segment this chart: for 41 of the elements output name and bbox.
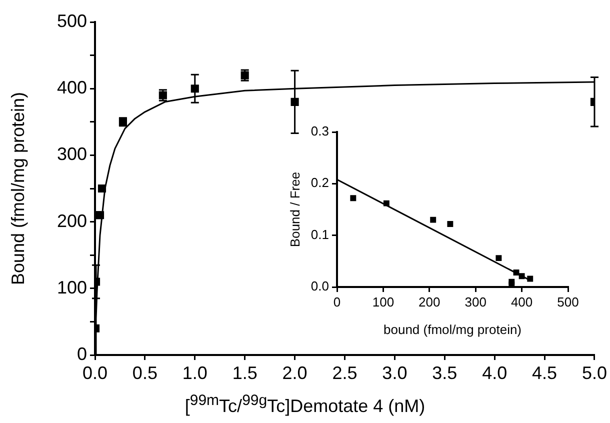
point (383, 200, 390, 206)
x-tick-label: 0 (333, 294, 341, 310)
point (513, 270, 520, 276)
point (430, 216, 436, 223)
x-tick-label: 4.0 (482, 362, 508, 383)
point (96, 211, 104, 220)
y-tick-label: 0 (76, 344, 87, 364)
y-tick-label: 0.3 (310, 124, 329, 139)
x-tick-label: 300 (464, 294, 486, 310)
x-tick-label: 500 (557, 294, 579, 310)
x-tick-label: 200 (418, 294, 440, 310)
y-axis-title: Bound / Free (287, 172, 302, 248)
x-tick-label: 4.5 (532, 362, 558, 383)
y-tick-label: 400 (56, 78, 87, 98)
y-axis-title: Bound (fmol/mg protein) (8, 92, 28, 286)
point (496, 255, 502, 262)
x-tick-label: 1.0 (182, 362, 208, 383)
y-tick-label: 300 (56, 144, 87, 164)
x-tick-label: 2.0 (282, 362, 308, 383)
y-tick-label: 0.2 (310, 175, 329, 190)
point (350, 195, 356, 202)
x-tick-label: 2.5 (332, 362, 358, 383)
point (508, 278, 515, 285)
x-tick-label: 100 (372, 294, 394, 310)
y-tick-label: 200 (56, 210, 87, 231)
y-tick-label: 0.1 (310, 226, 329, 242)
x-tick-label: 3.0 (382, 362, 408, 383)
y-tick-label: 500 (56, 10, 87, 31)
x-tick-label: 0.5 (132, 362, 158, 383)
x-tick-label: 0.0 (82, 362, 108, 383)
x-axis-title: [$^{99m}$Tc/$^{99g}$Tc]Demotate 4 (nM) (184, 392, 426, 417)
x-tick-label: 1.5 (232, 362, 258, 383)
x-tick-label: 3.5 (432, 362, 458, 383)
point (518, 273, 525, 280)
point (527, 276, 534, 282)
x-tick-label: 5.0 (582, 362, 608, 383)
x-axis-title: bound (fmol/mg protein) (383, 322, 522, 337)
y-tick-label: 0.0 (310, 278, 329, 294)
x-tick-label: 400 (510, 294, 533, 310)
point (98, 184, 106, 193)
point (447, 220, 454, 227)
